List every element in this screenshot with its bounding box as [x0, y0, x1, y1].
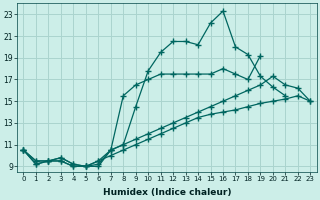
X-axis label: Humidex (Indice chaleur): Humidex (Indice chaleur) — [103, 188, 231, 197]
